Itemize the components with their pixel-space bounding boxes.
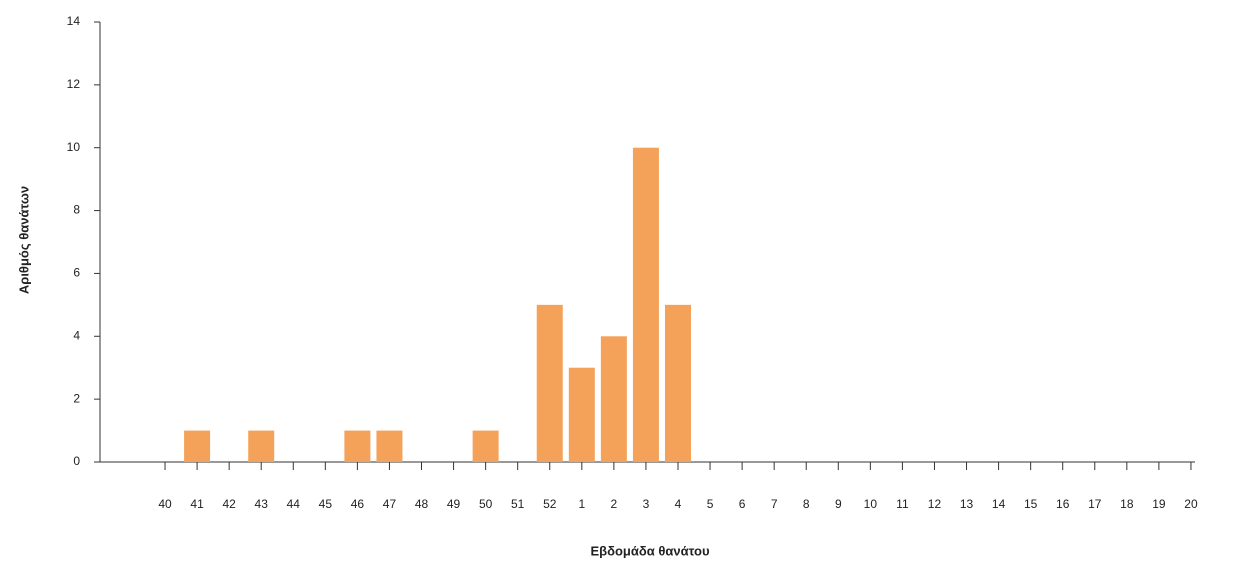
bar xyxy=(376,430,403,462)
bar xyxy=(632,147,659,462)
x-tick-label: 1 xyxy=(578,497,585,511)
x-tick-label: 3 xyxy=(643,497,650,511)
x-tick-label: 40 xyxy=(158,497,172,511)
bar xyxy=(600,336,627,462)
x-tick-label: 48 xyxy=(415,497,429,511)
x-tick-label: 11 xyxy=(896,497,909,511)
x-tick-label: 45 xyxy=(319,497,333,511)
x-tick-label: 13 xyxy=(960,497,974,511)
x-tick-label: 7 xyxy=(771,497,778,511)
bar xyxy=(536,304,563,462)
x-tick-label: 14 xyxy=(992,497,1006,511)
x-tick-label: 52 xyxy=(543,497,557,511)
x-tick-label: 10 xyxy=(864,497,878,511)
x-tick-label: 18 xyxy=(1120,497,1134,511)
x-tick-label: 42 xyxy=(222,497,236,511)
y-tick-label: 0 xyxy=(73,454,80,468)
x-tick-label: 49 xyxy=(447,497,461,511)
x-tick-label: 43 xyxy=(255,497,269,511)
x-tick-label: 2 xyxy=(611,497,618,511)
x-tick-label: 20 xyxy=(1184,497,1198,511)
bar xyxy=(664,304,691,462)
y-axis-title: Αριθμός θανάτων xyxy=(16,186,31,294)
bar xyxy=(568,367,595,462)
y-tick-label: 8 xyxy=(73,203,80,217)
y-tick-label: 12 xyxy=(67,77,81,91)
y-tick-label: 6 xyxy=(73,266,80,280)
x-axis-title: Εβδομάδα θανάτου xyxy=(590,543,709,558)
x-tick-label: 16 xyxy=(1056,497,1070,511)
y-tick-label: 10 xyxy=(67,140,81,154)
x-tick-label: 12 xyxy=(928,497,942,511)
x-tick-label: 46 xyxy=(351,497,365,511)
x-tick-label: 15 xyxy=(1024,497,1038,511)
x-tick-label: 47 xyxy=(383,497,397,511)
x-tick-label: 8 xyxy=(803,497,810,511)
x-tick-label: 19 xyxy=(1152,497,1166,511)
x-tick-label: 41 xyxy=(190,497,204,511)
y-tick-label: 14 xyxy=(67,14,81,28)
x-tick-label: 6 xyxy=(739,497,746,511)
x-tick-label: 5 xyxy=(707,497,714,511)
bar xyxy=(248,430,275,462)
x-tick-label: 44 xyxy=(287,497,301,511)
bar xyxy=(472,430,499,462)
bar xyxy=(184,430,211,462)
y-tick-label: 4 xyxy=(73,328,80,342)
x-tick-label: 9 xyxy=(835,497,842,511)
x-tick-label: 51 xyxy=(511,497,525,511)
x-tick-label: 50 xyxy=(479,497,493,511)
bar xyxy=(344,430,371,462)
y-tick-label: 2 xyxy=(73,391,80,405)
x-tick-label: 4 xyxy=(675,497,682,511)
x-tick-label: 17 xyxy=(1088,497,1102,511)
